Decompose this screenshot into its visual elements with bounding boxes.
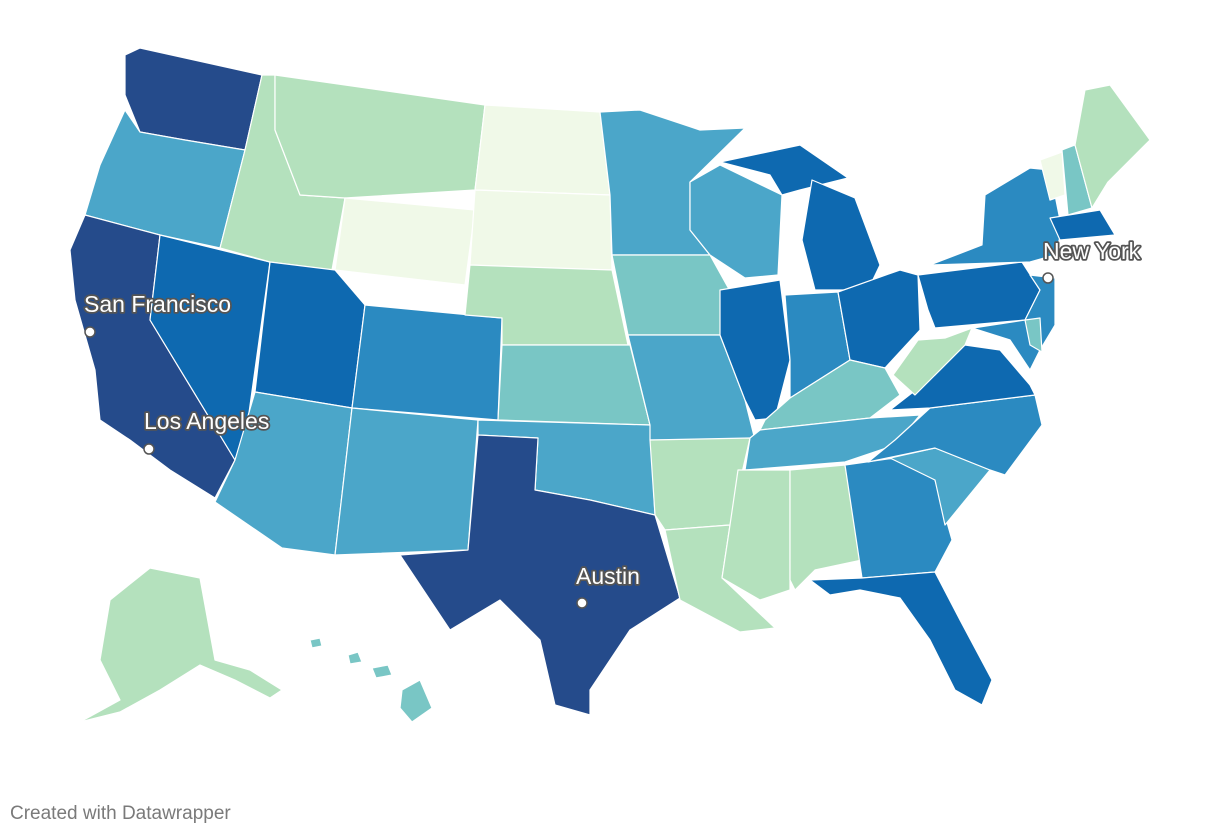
city-marker-austin: Austin — [574, 561, 642, 609]
state-NC[interactable] — [867, 394, 1043, 476]
city-marker-new-york: New York — [1041, 236, 1142, 284]
city-label: New York — [1043, 238, 1141, 264]
city-dot — [143, 443, 155, 455]
state-AK[interactable] — [79, 567, 283, 723]
city-dot — [84, 326, 96, 338]
state-ND[interactable] — [474, 104, 611, 196]
state-VT[interactable] — [1039, 151, 1066, 201]
city-dot — [576, 597, 588, 609]
state-IL[interactable] — [719, 279, 791, 421]
city-label: Los Angeles — [144, 408, 269, 434]
state-WI[interactable] — [689, 164, 783, 279]
state-IA[interactable] — [611, 254, 736, 336]
state-TX[interactable] — [399, 434, 681, 716]
city-dot — [1042, 272, 1054, 284]
state-SD[interactable] — [469, 189, 613, 271]
state-CO[interactable] — [351, 304, 503, 421]
state-NM[interactable] — [334, 407, 479, 556]
city-label: Austin — [576, 563, 640, 589]
city-marker-san-francisco: San Francisco — [82, 289, 233, 338]
state-WV[interactable] — [892, 327, 973, 396]
state-UT[interactable] — [254, 261, 366, 409]
state-DE[interactable] — [1024, 317, 1043, 353]
state-WY[interactable] — [334, 197, 476, 286]
state-MI-lower[interactable] — [801, 179, 881, 291]
state-ME[interactable] — [1074, 84, 1151, 209]
footer-credit: Created with Datawrapper — [10, 803, 231, 824]
state-PA[interactable] — [917, 261, 1041, 329]
state-MA[interactable] — [1049, 209, 1116, 241]
state-HI-1[interactable] — [309, 637, 323, 649]
state-HI-2[interactable] — [347, 651, 363, 665]
state-HI-4[interactable] — [399, 679, 433, 723]
state-KS[interactable] — [497, 344, 651, 426]
city-marker-los-angeles: Los Angeles — [142, 406, 271, 455]
state-HI-3[interactable] — [371, 664, 393, 679]
state-MT[interactable] — [274, 74, 486, 199]
state-FL[interactable] — [809, 571, 993, 706]
city-label: San Francisco — [84, 291, 231, 317]
